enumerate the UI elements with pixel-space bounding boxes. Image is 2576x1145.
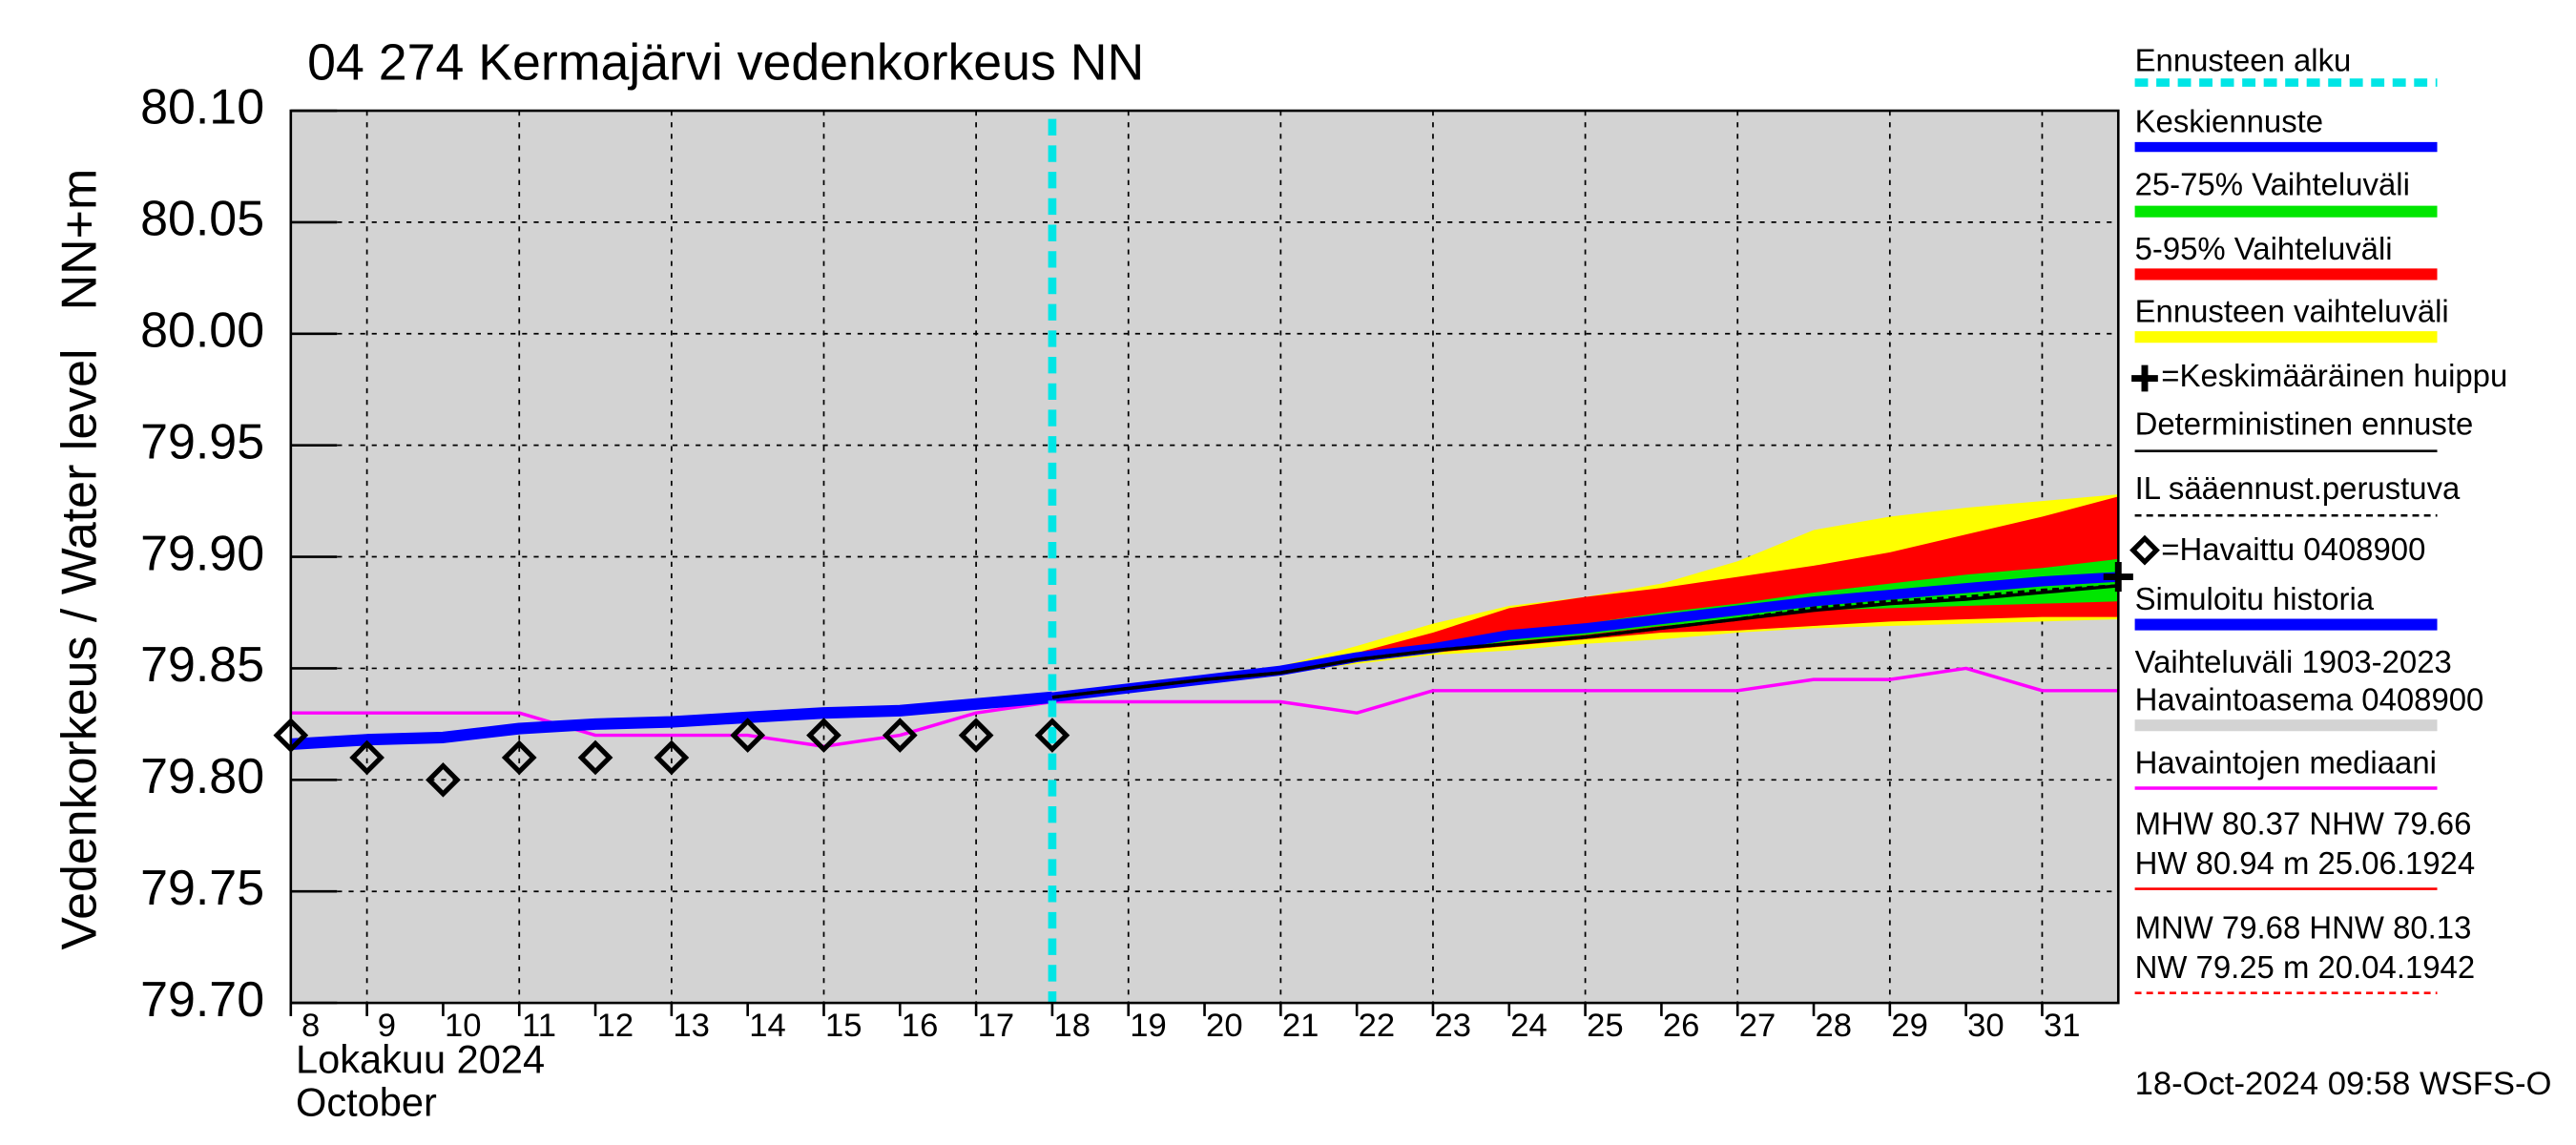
legend-label: Keskiennuste	[2135, 104, 2324, 139]
y-tick-label: 79.90	[140, 526, 264, 581]
x-tick-label: 19	[1130, 1008, 1167, 1044]
x-axis-label: Lokakuu 2024	[296, 1036, 545, 1081]
y-tick-label: 79.80	[140, 749, 264, 804]
legend-observed-symbol	[2129, 534, 2160, 566]
x-tick-label: 8	[301, 1008, 320, 1044]
observed-point	[806, 718, 841, 753]
x-axis-label: October	[296, 1079, 437, 1124]
x-tick-label: 20	[1206, 1008, 1243, 1044]
x-tick-label: 18	[1053, 1008, 1091, 1044]
observed-point	[958, 718, 994, 753]
y-tick-label: 79.70	[140, 972, 264, 1028]
chart-title: 04 274 Kermajärvi vedenkorkeus NN	[307, 33, 1144, 91]
series-line	[290, 691, 1053, 750]
x-tick-label: 26	[1663, 1008, 1700, 1044]
x-tick-label: 25	[1587, 1008, 1624, 1044]
legend-label: Ennusteen alku	[2135, 42, 2352, 77]
x-tick-label: 14	[749, 1008, 786, 1044]
x-tick-label: 31	[2044, 1008, 2081, 1044]
legend-label: 5-95% Vaihteluväli	[2135, 231, 2393, 266]
footer: 18-Oct-2024 09:58 WSFS-O	[2135, 1066, 2552, 1102]
y-axis-unit: NN+m	[52, 169, 107, 311]
legend-label: 25-75% Vaihteluväli	[2135, 166, 2410, 201]
legend-label: MHW 80.37 NHW 79.66	[2135, 805, 2472, 841]
legend-label: HW 80.94 m 25.06.1924	[2135, 845, 2476, 881]
observed-point	[349, 739, 384, 776]
y-tick-label: 80.05	[140, 192, 264, 247]
x-tick-label: 16	[902, 1008, 939, 1044]
legend-label: Havaintoasema 0408900	[2135, 682, 2484, 718]
x-tick-label: 21	[1282, 1008, 1319, 1044]
x-tick-label: 23	[1434, 1008, 1471, 1044]
x-tick-label: 9	[378, 1008, 396, 1044]
legend-label: Havaintojen mediaani	[2135, 744, 2437, 780]
band	[1051, 494, 2119, 697]
legend-label: MNW 79.68 HNW 80.13	[2135, 910, 2472, 946]
x-tick-label: 27	[1739, 1008, 1776, 1044]
legend-label: =Keskimääräinen huippu	[2161, 358, 2507, 393]
y-tick-label: 80.00	[140, 303, 264, 359]
legend-label: Simuloitu historia	[2135, 581, 2375, 616]
y-tick-label: 79.85	[140, 637, 264, 693]
plot-frame	[289, 109, 2120, 1005]
legend-label: Ennusteen vaihteluväli	[2135, 294, 2449, 329]
legend-label: Vaihteluväli 1903-2023	[2135, 644, 2452, 679]
legend-label: =Havaittu 0408900	[2161, 531, 2425, 567]
y-tick-label: 80.10	[140, 80, 264, 135]
x-tick-label: 12	[597, 1008, 634, 1044]
series-line	[290, 666, 2119, 748]
x-tick-label: 11	[522, 1008, 556, 1044]
observed-point	[1034, 718, 1070, 753]
legend-label: IL sääennust.perustuva	[2135, 470, 2461, 506]
x-tick-label: 29	[1891, 1008, 1928, 1044]
y-tick-label: 79.95	[140, 414, 264, 469]
x-tick-label: 10	[445, 1008, 482, 1044]
observed-point	[730, 718, 766, 753]
observed-point	[577, 739, 613, 776]
series-line	[1051, 584, 2119, 699]
observed-point	[273, 718, 309, 753]
x-tick-label: 13	[673, 1008, 710, 1044]
y-axis-label: Vedenkorkeus / Water level	[52, 348, 107, 949]
legend-label: NW 79.25 m 20.04.1942	[2135, 949, 2476, 985]
x-tick-label: 17	[978, 1008, 1015, 1044]
observed-point	[501, 739, 537, 776]
x-tick-label: 24	[1510, 1008, 1548, 1044]
x-tick-label: 28	[1816, 1008, 1853, 1044]
x-tick-label: 22	[1359, 1008, 1396, 1044]
x-tick-label: 15	[825, 1008, 862, 1044]
y-tick-label: 79.75	[140, 861, 264, 916]
legend-label: Deterministinen ennuste	[2135, 406, 2474, 441]
x-tick-label: 30	[1967, 1008, 2005, 1044]
observed-point	[654, 739, 690, 776]
observed-point	[882, 718, 918, 753]
legend-peak-symbol	[2131, 364, 2158, 392]
observed-point	[426, 761, 461, 798]
